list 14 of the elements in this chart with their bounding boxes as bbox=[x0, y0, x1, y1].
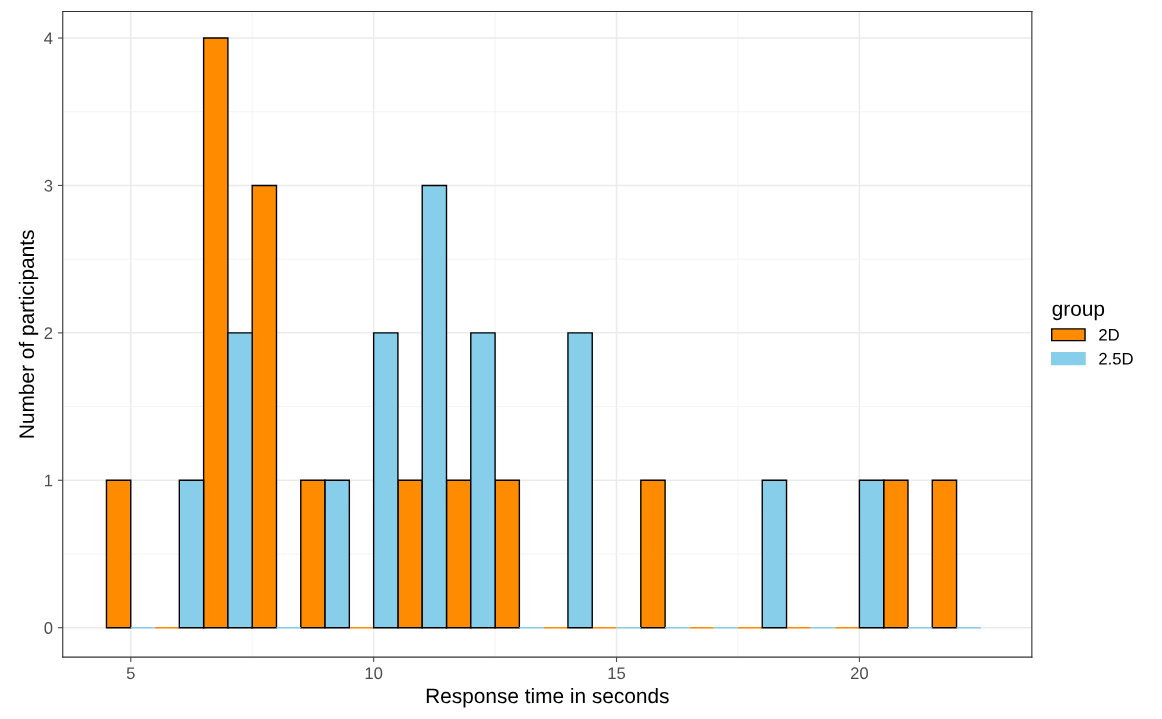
x-axis-title: Response time in seconds bbox=[426, 687, 669, 708]
x-tick-label: 20 bbox=[850, 667, 869, 680]
legend-label: 2.5D bbox=[1099, 352, 1133, 365]
x-tick-label: 15 bbox=[608, 667, 626, 680]
x-tick-label: 5 bbox=[126, 667, 135, 680]
y-tick-label: 4 bbox=[44, 32, 53, 45]
x-tick-label: 10 bbox=[365, 667, 383, 680]
y-axis-title: Number of participants bbox=[18, 230, 39, 438]
y-tick-label: 1 bbox=[45, 474, 53, 487]
y-tick-label: 2 bbox=[44, 327, 53, 339]
y-tick-label: 0 bbox=[44, 622, 53, 634]
legend-title: group bbox=[1052, 304, 1105, 321]
y-tick-label: 3 bbox=[44, 179, 53, 192]
legend-label: 2D bbox=[1099, 328, 1119, 341]
